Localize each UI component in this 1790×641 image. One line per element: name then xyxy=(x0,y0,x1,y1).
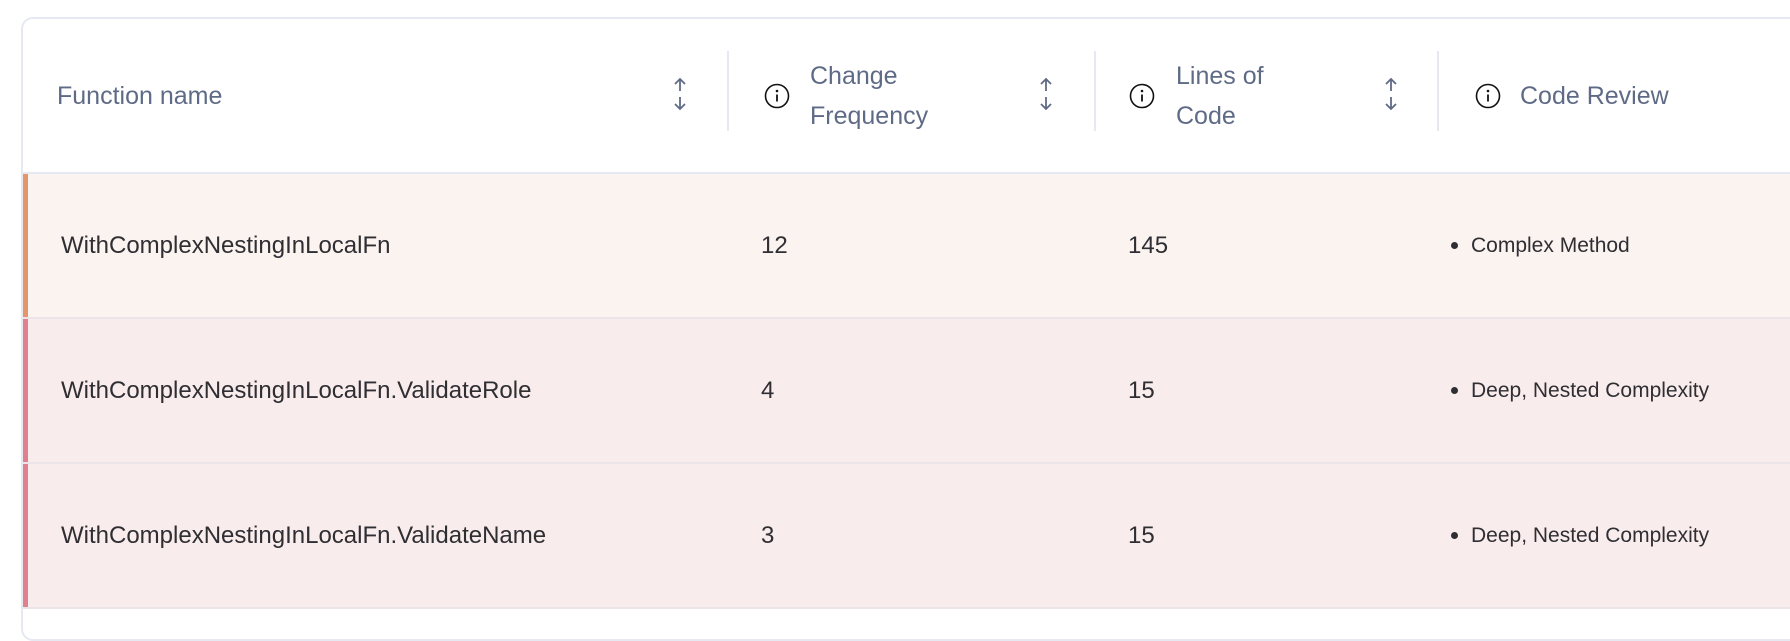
lines-of-code-text: 145 xyxy=(1128,231,1169,259)
code-review-text: Deep, Nested Complexity xyxy=(1471,523,1710,547)
severity-accent-bar xyxy=(23,174,28,317)
change-frequency-cell: 4 xyxy=(761,319,774,462)
column-header-function-name[interactable]: Function name xyxy=(57,19,657,172)
info-icon[interactable] xyxy=(1475,83,1501,109)
sort-arrows-icon[interactable] xyxy=(670,77,690,111)
function-name-cell: WithComplexNestingInLocalFn xyxy=(61,174,390,317)
function-name-cell: WithComplexNestingInLocalFn.ValidateRole xyxy=(61,319,531,462)
column-divider xyxy=(727,51,729,131)
column-label: Code Review xyxy=(1520,81,1669,110)
table-header: Function name Change Frequency Lines of … xyxy=(23,19,1790,174)
sort-arrows-icon[interactable] xyxy=(1381,77,1401,111)
table-row[interactable]: WithComplexNestingInLocalFn.ValidateRole… xyxy=(23,319,1790,464)
bullet-icon xyxy=(1451,387,1458,394)
change-frequency-text: 3 xyxy=(761,521,775,549)
info-icon[interactable] xyxy=(764,83,790,109)
column-divider xyxy=(1437,51,1439,131)
change-frequency-text: 4 xyxy=(761,376,775,404)
change-frequency-text: 12 xyxy=(761,231,788,259)
code-review-cell: Complex Method xyxy=(1451,174,1630,317)
bullet-icon xyxy=(1451,242,1458,249)
severity-accent-bar xyxy=(23,319,28,462)
code-review-text: Complex Method xyxy=(1471,233,1630,257)
function-text: WithComplexNestingInLocalFn xyxy=(61,231,391,259)
column-label: Change Frequency xyxy=(810,61,929,130)
lines-of-code-text: 15 xyxy=(1128,376,1155,404)
bullet-icon xyxy=(1451,532,1458,539)
lines-of-code-cell: 15 xyxy=(1128,464,1155,607)
severity-accent-bar xyxy=(23,464,28,607)
function-text: WithComplexNestingInLocalFn.ValidateName xyxy=(61,521,547,549)
column-header-code-review: Code Review xyxy=(1520,19,1790,172)
lines-of-code-text: 15 xyxy=(1128,521,1155,549)
table-row[interactable]: WithComplexNestingInLocalFn 12 145 Compl… xyxy=(23,174,1790,319)
column-divider xyxy=(1094,51,1096,131)
code-review-cell: Deep, Nested Complexity xyxy=(1451,464,1709,607)
change-frequency-cell: 12 xyxy=(761,174,788,317)
table-row[interactable]: WithComplexNestingInLocalFn.ValidateName… xyxy=(23,464,1790,609)
column-label: Lines of Code xyxy=(1176,61,1264,130)
function-text: WithComplexNestingInLocalFn.ValidateRole xyxy=(61,376,532,404)
column-label: Function name xyxy=(57,81,223,110)
lines-of-code-cell: 15 xyxy=(1128,319,1155,462)
column-header-change-frequency[interactable]: Change Frequency xyxy=(810,19,1010,172)
sort-arrows-icon[interactable] xyxy=(1036,77,1056,111)
info-icon[interactable] xyxy=(1129,83,1155,109)
function-name-cell: WithComplexNestingInLocalFn.ValidateName xyxy=(61,464,546,607)
functions-table: Function name Change Frequency Lines of … xyxy=(21,17,1790,641)
change-frequency-cell: 3 xyxy=(761,464,774,607)
lines-of-code-cell: 145 xyxy=(1128,174,1168,317)
column-header-lines-of-code[interactable]: Lines of Code xyxy=(1176,19,1376,172)
code-review-cell: Deep, Nested Complexity xyxy=(1451,319,1709,462)
code-review-text: Deep, Nested Complexity xyxy=(1471,378,1710,402)
